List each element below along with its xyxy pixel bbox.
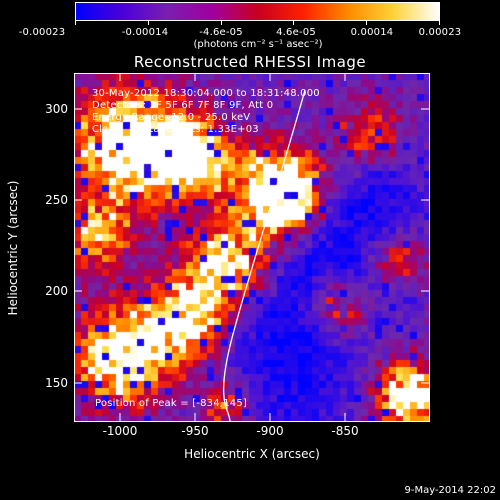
info-line-energy-range: Energy Range: 12.0 - 25.0 keV bbox=[92, 112, 251, 123]
plot-date-stamp: 9-May-2014 22:02 bbox=[404, 485, 496, 496]
plot-axes: -1000 -950 -900 -850 300 250 200 150 bbox=[45, 73, 430, 438]
x-tick-label: -950 bbox=[181, 424, 208, 438]
x-tick-label: -900 bbox=[256, 424, 283, 438]
colorbar-tick-label: 0.00014 bbox=[350, 27, 394, 38]
colorbar-units: (photons cm⁻² s⁻¹ asec⁻²) bbox=[193, 39, 323, 50]
colorbar-tick-label: -0.00023 bbox=[18, 27, 66, 38]
colorbar-tick bbox=[75, 21, 76, 25]
colorbar-tick-label: -0.00014 bbox=[121, 27, 169, 38]
colorbar-tick bbox=[293, 21, 295, 25]
y-tick-label: 300 bbox=[45, 102, 68, 116]
colorbar-tick bbox=[220, 21, 222, 25]
y-tick-label: 150 bbox=[45, 376, 68, 390]
plot-image-area bbox=[74, 73, 429, 421]
colorbar-tick-label: 4.6e-05 bbox=[276, 27, 316, 38]
colorbar-tick bbox=[366, 21, 368, 25]
plot-title: Reconstructed RHESSI Image bbox=[133, 53, 367, 71]
y-axis-label: Heliocentric Y (arcsec) bbox=[6, 180, 20, 316]
colorbar-tick-label: 0.00023 bbox=[418, 27, 462, 38]
info-line-detectors: Detectors: 3F 5F 6F 7F 8F 9F, Att 0 bbox=[92, 100, 274, 111]
x-tick-label: -1000 bbox=[103, 424, 138, 438]
colorbar-tick bbox=[147, 21, 149, 25]
y-tick-label: 250 bbox=[45, 193, 68, 207]
colorbar-tick bbox=[439, 21, 440, 25]
x-tick-label: -850 bbox=[331, 424, 358, 438]
x-axis-label: Heliocentric X (arcsec) bbox=[184, 447, 320, 461]
solar-limb-curve bbox=[223, 89, 306, 422]
info-line-clean-counts: Clean Total counts: 1.33E+03 bbox=[92, 124, 259, 135]
colorbar bbox=[75, 2, 440, 21]
peak-position-text: Position of Peak = [-834,145] bbox=[95, 398, 247, 409]
info-line-time-range: 30-May-2012 18:30:04.000 to 18:31:48.000 bbox=[92, 88, 320, 99]
colorbar-tick-label: -4.6e-05 bbox=[199, 27, 243, 38]
y-tick-label: 200 bbox=[45, 284, 68, 298]
reconstructed-image bbox=[74, 73, 429, 421]
